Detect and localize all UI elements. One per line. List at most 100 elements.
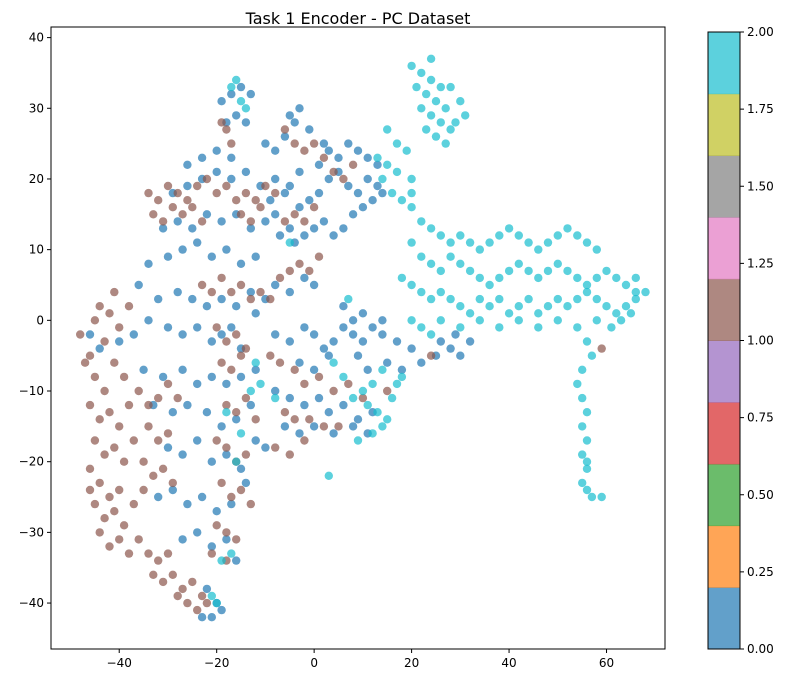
data-point-class-0-62 [222,245,231,254]
data-point-class-2-62 [534,273,543,283]
data-point-class-0-176 [436,337,445,346]
data-point-class-2-127 [587,492,597,502]
data-point-class-0-139 [271,330,280,339]
data-point-class-1-156 [383,386,392,396]
x-tick-label-4: 40 [501,656,516,670]
data-point-class-1-90 [227,139,236,148]
data-point-class-2-111 [592,316,601,325]
data-point-class-0-145 [339,323,348,332]
data-point-class-2-101 [417,323,426,332]
data-point-class-1-126 [309,139,319,148]
data-point-class-2-49 [407,238,416,247]
data-point-class-2-30 [417,217,426,226]
data-point-class-2-95 [592,294,601,304]
data-point-class-0-79 [227,174,236,184]
data-point-class-1-28 [90,499,100,509]
data-point-class-0-91 [241,118,251,127]
data-point-class-0-22 [178,365,187,374]
data-point-class-1-36 [105,542,114,551]
data-point-class-1-102 [241,344,251,353]
data-point-class-0-57 [144,259,153,268]
data-point-class-0-50 [222,535,231,544]
data-point-class-0-124 [378,188,387,198]
data-point-class-1-45 [168,570,177,579]
data-point-class-2-124 [582,464,592,473]
data-point-class-2-125 [578,478,587,488]
data-point-class-2-160 [344,294,353,304]
data-point-class-1-127 [319,153,329,162]
data-point-class-1-103 [217,358,226,367]
data-point-class-0-127 [334,153,343,162]
y-tick-label-0: −40 [19,596,44,610]
data-point-class-2-36 [475,245,484,254]
data-point-class-0-73 [271,210,280,219]
colorbar-segment-6 [708,217,740,280]
data-point-class-0-46 [227,499,236,509]
data-point-class-0-32 [217,422,226,431]
data-point-class-0-105 [295,203,304,212]
colorbar-tick-label-1: 0.25 [747,565,774,579]
data-point-class-2-137 [378,422,387,431]
data-point-class-2-56 [475,273,484,283]
data-point-class-2-75 [397,273,407,283]
data-point-class-1-34 [85,485,95,495]
data-point-class-0-23 [193,379,202,389]
data-point-class-2-97 [612,309,621,318]
data-point-class-2-154 [207,591,216,601]
data-point-class-1-4 [100,337,109,346]
data-point-class-2-25 [392,167,402,177]
data-point-class-0-185 [241,478,251,488]
data-point-class-1-75 [197,217,207,226]
data-point-class-2-81 [456,302,465,311]
data-point-class-0-44 [197,492,207,502]
data-point-class-2-136 [383,415,392,424]
data-point-class-1-135 [295,259,304,268]
data-point-class-0-141 [300,323,309,332]
data-point-class-2-61 [524,266,533,276]
data-point-class-0-120 [339,224,348,233]
data-point-class-2-98 [621,302,631,311]
data-point-class-2-50 [417,252,426,261]
data-point-class-2-79 [436,287,445,297]
data-point-class-0-119 [329,231,338,240]
data-point-class-2-39 [504,224,514,233]
data-point-class-2-17 [446,82,455,92]
data-point-class-2-96 [602,302,611,311]
data-point-class-1-3 [95,302,104,311]
data-point-class-1-82 [251,196,260,205]
data-point-class-2-24 [383,160,392,169]
data-point-class-0-39 [222,450,231,459]
data-point-class-2-51 [426,259,436,268]
data-point-class-1-110 [212,436,221,445]
data-point-class-0-103 [266,196,275,205]
data-point-class-2-10 [436,118,445,127]
data-point-class-0-149 [309,365,319,374]
data-point-class-1-109 [251,415,260,424]
data-point-class-0-169 [397,365,407,374]
data-point-class-1-10 [119,372,129,382]
data-point-class-2-14 [441,139,450,148]
colorbar-tick-label-8: 2.00 [747,25,774,39]
colorbar-tick-label-5: 1.25 [747,256,774,270]
data-point-class-1-70 [149,210,158,219]
data-point-class-0-159 [280,422,290,431]
data-point-class-0-85 [183,160,192,169]
data-point-class-1-113 [241,450,251,459]
data-point-class-2-119 [578,393,587,403]
colorbar-segment-1 [708,525,740,588]
data-point-class-2-73 [641,287,650,297]
data-point-class-0-155 [324,408,333,417]
data-point-class-1-130 [348,160,358,169]
data-point-class-0-168 [383,358,392,367]
data-point-class-0-86 [197,153,207,162]
data-point-class-2-88 [524,294,533,304]
data-point-class-1-14 [85,400,95,410]
data-point-class-0-64 [251,252,260,261]
data-point-class-1-154 [344,379,353,389]
data-point-class-1-74 [188,203,197,212]
data-point-class-1-54 [149,471,158,480]
data-point-class-2-132 [358,386,368,396]
y-tick-label-2: −20 [19,455,44,469]
data-point-class-0-121 [348,210,358,219]
data-point-class-1-49 [183,598,192,608]
